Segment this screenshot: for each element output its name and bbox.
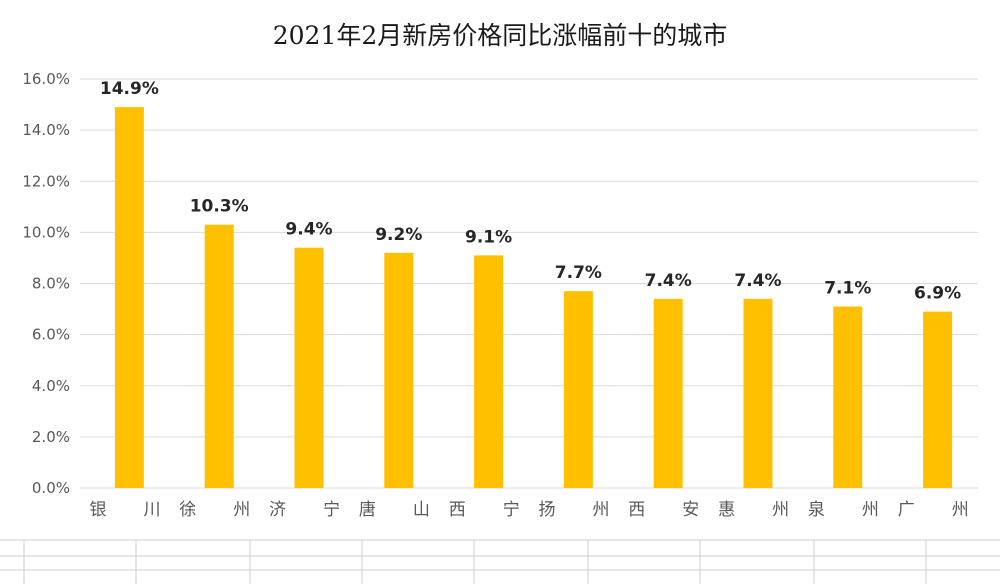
x-tick-label: 扬: [539, 500, 556, 520]
data-label: 9.2%: [375, 225, 422, 245]
x-tick-label: 徐: [179, 500, 196, 520]
bar: [474, 255, 504, 488]
y-tick-label: 10.0%: [22, 223, 70, 241]
bar: [653, 298, 683, 488]
bar: [743, 298, 773, 488]
x-tick-label: 银: [90, 500, 107, 520]
x-tick-label: 州: [952, 500, 969, 520]
x-tick-label: 安: [682, 500, 699, 520]
y-tick-label: 0.0%: [32, 479, 70, 497]
spreadsheet-grid: [0, 539, 1000, 584]
bar: [384, 252, 414, 488]
data-label: 7.4%: [645, 271, 692, 291]
bar: [563, 291, 593, 488]
y-tick-label: 2.0%: [32, 428, 70, 446]
data-label: 7.4%: [734, 271, 781, 291]
x-axis-labels: 银川徐州济宁唐山西宁扬州西安惠州泉州广州: [90, 499, 969, 520]
bar: [294, 247, 324, 488]
x-tick-label: 泉: [808, 500, 825, 520]
x-tick-label: 济: [269, 500, 286, 520]
y-tick-label: 16.0%: [22, 70, 70, 88]
data-label: 7.1%: [824, 279, 871, 299]
data-label: 6.9%: [914, 284, 961, 304]
x-tick-label: 川: [144, 500, 161, 520]
y-tick-label: 12.0%: [22, 172, 70, 190]
y-tick-label: 4.0%: [32, 377, 70, 395]
x-tick-label: 惠: [718, 500, 735, 520]
x-tick-label: 宁: [503, 500, 520, 520]
x-tick-label: 州: [233, 500, 250, 520]
x-tick-label: 州: [772, 500, 789, 520]
data-label: 9.4%: [285, 220, 332, 240]
y-tick-label: 8.0%: [32, 275, 70, 293]
x-tick-label: 唐: [359, 499, 376, 520]
x-tick-label: 西: [628, 500, 645, 520]
data-labels: 14.9% 10.3% 9.4% 9.2% 9.1% 7.7% 7.4% 7.4% 7.1% 6.…: [100, 79, 961, 304]
data-label: 9.1%: [465, 227, 512, 247]
x-tick-label: 州: [862, 500, 879, 520]
x-tick-label: 宁: [323, 500, 340, 520]
data-label: 14.9%: [100, 79, 159, 99]
x-tick-label: 山: [413, 500, 430, 520]
bar: [204, 224, 234, 489]
y-tick-label: 6.0%: [32, 326, 70, 344]
bar: [833, 306, 863, 488]
x-tick-label: 州: [593, 500, 610, 520]
data-label: 7.7%: [555, 263, 602, 283]
y-tick-label: 14.0%: [22, 121, 70, 139]
bar: [114, 107, 144, 489]
x-tick-label: 西: [449, 500, 466, 520]
x-tick-label: 广: [898, 500, 915, 520]
chart-title: 2021年2月新房价格同比涨幅前十的城市: [273, 21, 728, 50]
bars: [114, 107, 953, 489]
bar: [923, 311, 953, 488]
y-axis-ticks: 0.0% 2.0% 4.0% 6.0% 8.0% 10.0% 12.0% 14.0% 16.0%: [22, 70, 70, 497]
data-label: 10.3%: [190, 197, 249, 217]
